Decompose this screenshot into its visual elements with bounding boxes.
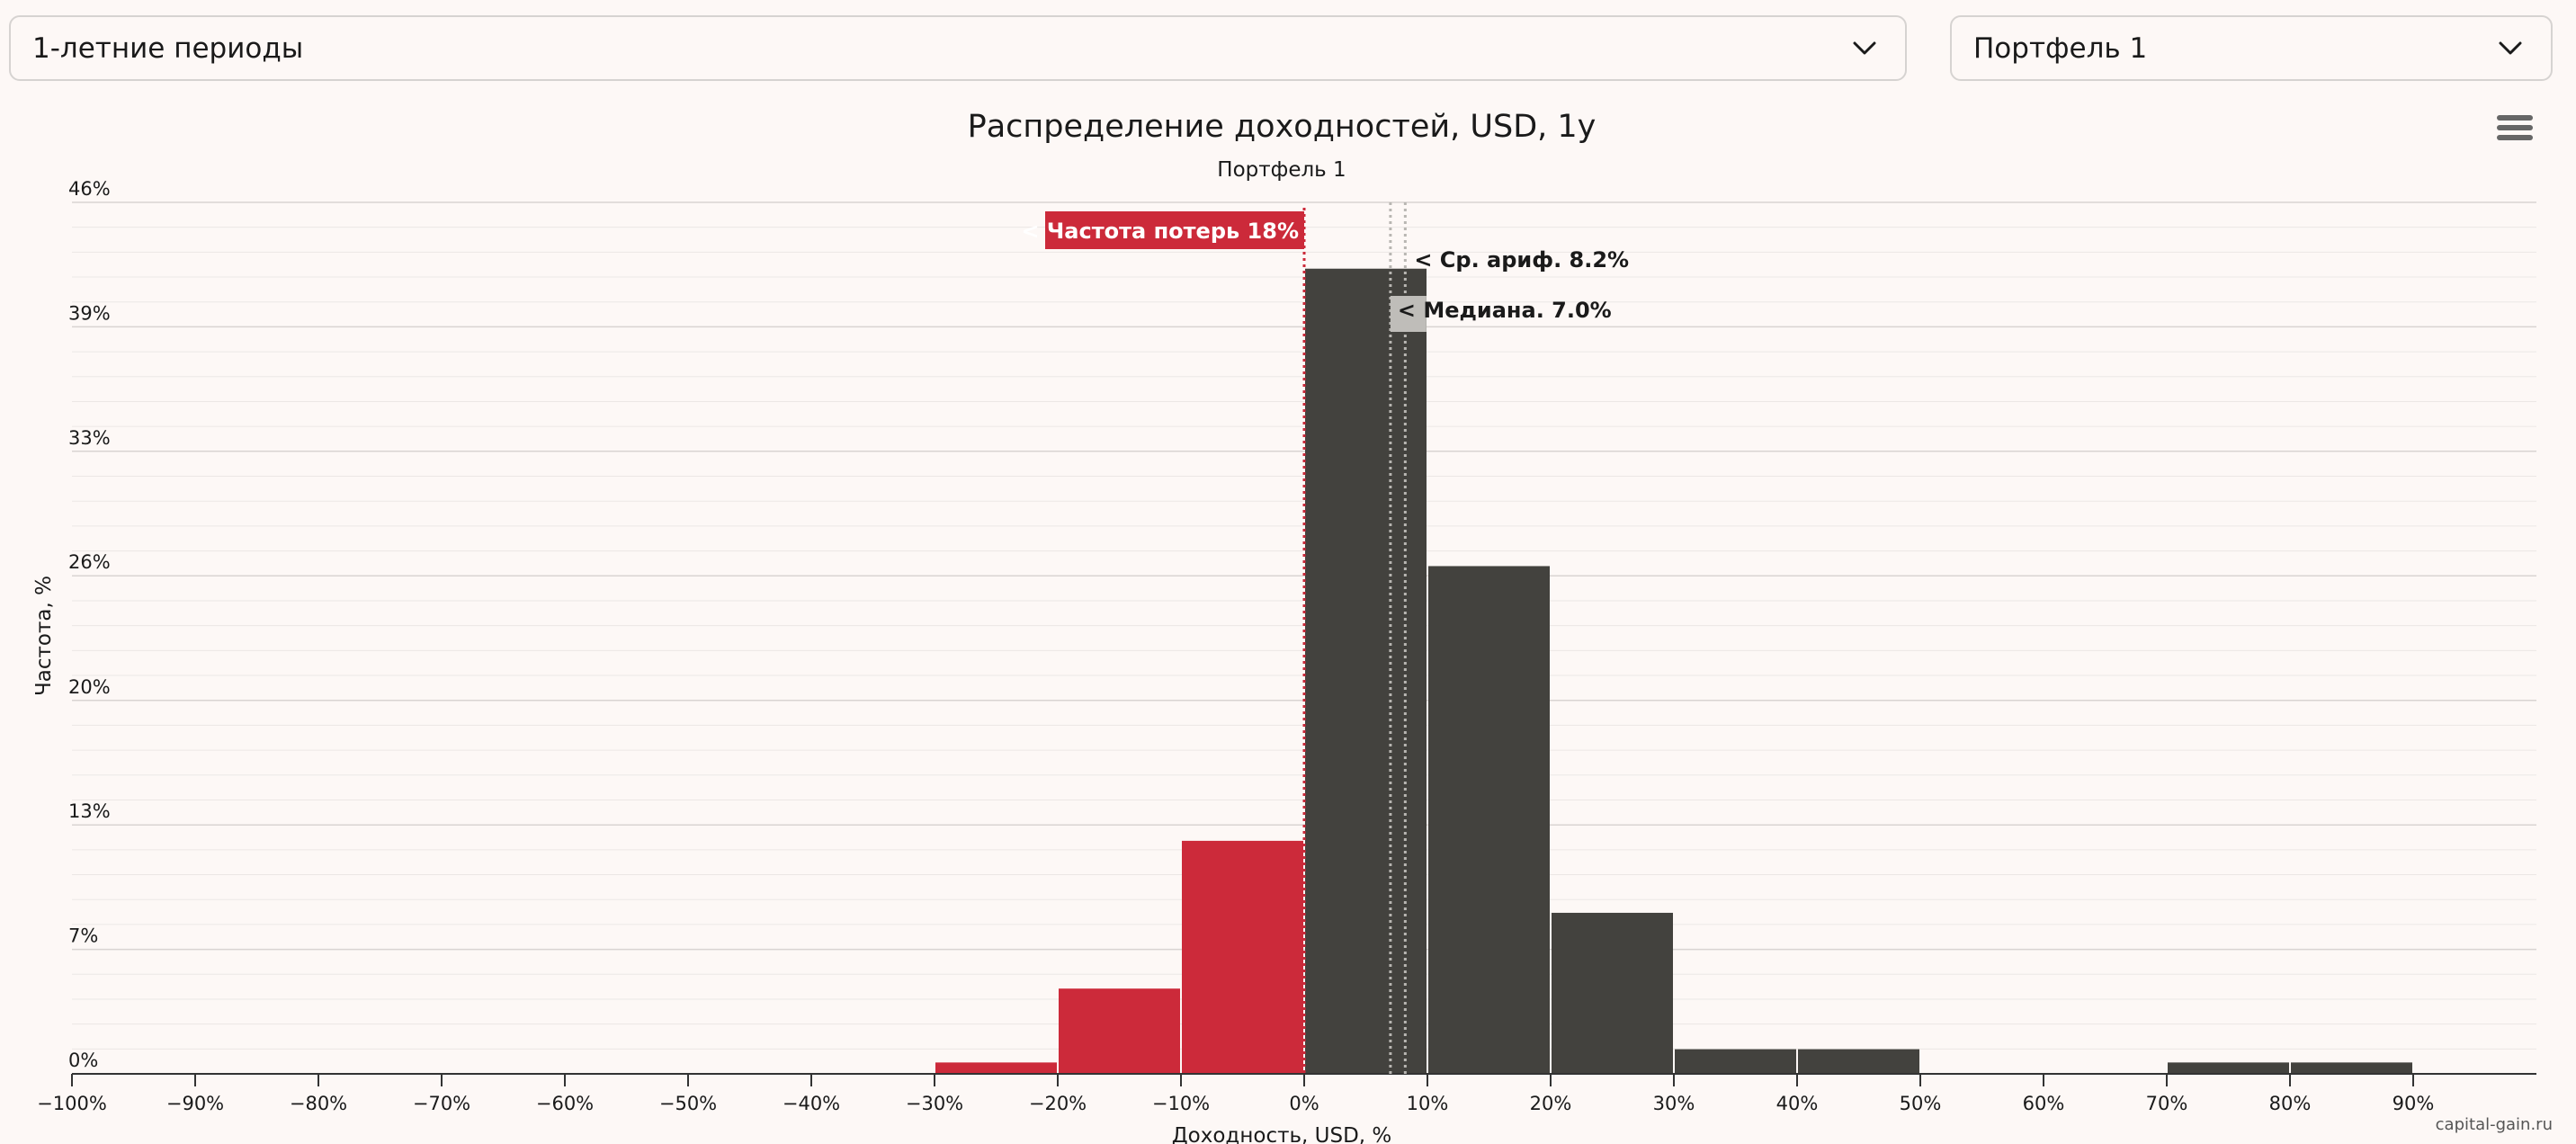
histogram-bar: [1059, 988, 1180, 1074]
period-select[interactable]: 1-летние периоды: [9, 15, 1907, 81]
chart-subtitle: Портфель 1: [1217, 158, 1346, 182]
x-tick-label: −30%: [906, 1093, 963, 1114]
mean-label: < Ср. ариф. 8.2%: [1414, 247, 1629, 273]
histogram-bar: [935, 1062, 1057, 1074]
histogram-bar: [1552, 912, 1673, 1074]
x-tick-label: −100%: [37, 1093, 107, 1114]
x-tick-label: −40%: [783, 1093, 840, 1114]
loss-frequency-label-box: [1045, 211, 1304, 249]
annotations: < Частота потерь 18% < Ср. ариф. 8.2% < Ме…: [1021, 202, 1629, 1074]
x-tick-label: 0%: [1289, 1093, 1319, 1114]
axes: 0% 7% 13% 20% 26% 33% 39% 46% −100% −90% −80% −70% −…: [37, 178, 2536, 1114]
x-tick-label: 80%: [2269, 1093, 2312, 1114]
y-tick-label: 7%: [68, 925, 98, 947]
x-tick-label: 90%: [2393, 1093, 2435, 1114]
x-tick-label: −20%: [1029, 1093, 1087, 1114]
portfolio-select[interactable]: Портфель 1: [1950, 15, 2553, 81]
period-select-value: 1-летние периоды: [32, 31, 304, 65]
y-tick-label: 33%: [68, 427, 111, 449]
credit-link[interactable]: capital-gain.ru: [2436, 1115, 2553, 1134]
chart-title: Распределение доходностей, USD, 1y: [968, 109, 1597, 145]
x-tick-label: −10%: [1152, 1093, 1210, 1114]
median-label-box: [1390, 296, 1427, 332]
histogram-bar: [1182, 840, 1303, 1074]
x-tick-label: −50%: [659, 1093, 717, 1114]
x-tick-label: −70%: [413, 1093, 470, 1114]
y-axis-title: Частота, %: [32, 576, 56, 696]
histogram-bar: [2168, 1062, 2289, 1074]
hamburger-menu-icon[interactable]: [2497, 115, 2533, 147]
x-tick-label: 50%: [1900, 1093, 1942, 1114]
chevron-down-icon: [1851, 35, 1878, 62]
histogram-bar: [1675, 1049, 1796, 1074]
x-tick-label: 20%: [1530, 1093, 1572, 1114]
chevron-down-icon: [2497, 35, 2524, 62]
y-tick-label: 39%: [68, 302, 111, 324]
x-tick-label: −90%: [166, 1093, 224, 1114]
x-tick-label: −60%: [536, 1093, 594, 1114]
y-tick-label: 46%: [68, 178, 111, 200]
histogram-bar: [1305, 268, 1427, 1074]
histogram-chart: Распределение доходностей, USD, 1y Портф…: [32, 109, 2553, 1144]
y-tick-label: 13%: [68, 800, 111, 822]
loss-frequency-label: < Частота потерь 18%: [1021, 219, 1299, 244]
histogram-bar: [1798, 1049, 1919, 1074]
median-label: < Медиана. 7.0%: [1398, 298, 1612, 323]
y-tick-label: 0%: [68, 1050, 98, 1071]
x-tick-label: 70%: [2146, 1093, 2188, 1114]
histogram-bar: [2291, 1062, 2412, 1074]
histogram-bars: [935, 268, 2412, 1074]
x-tick-label: 40%: [1776, 1093, 1819, 1114]
histogram-bar: [1428, 566, 1550, 1074]
x-tick-label: 60%: [2023, 1093, 2065, 1114]
x-tick-label: 30%: [1653, 1093, 1695, 1114]
x-axis-title: Доходность, USD, %: [1172, 1124, 1392, 1144]
portfolio-select-value: Портфель 1: [1973, 31, 2148, 65]
x-tick-label: 10%: [1407, 1093, 1449, 1114]
y-tick-label: 20%: [68, 676, 111, 698]
x-tick-label: −80%: [290, 1093, 347, 1114]
y-tick-label: 26%: [68, 551, 111, 573]
